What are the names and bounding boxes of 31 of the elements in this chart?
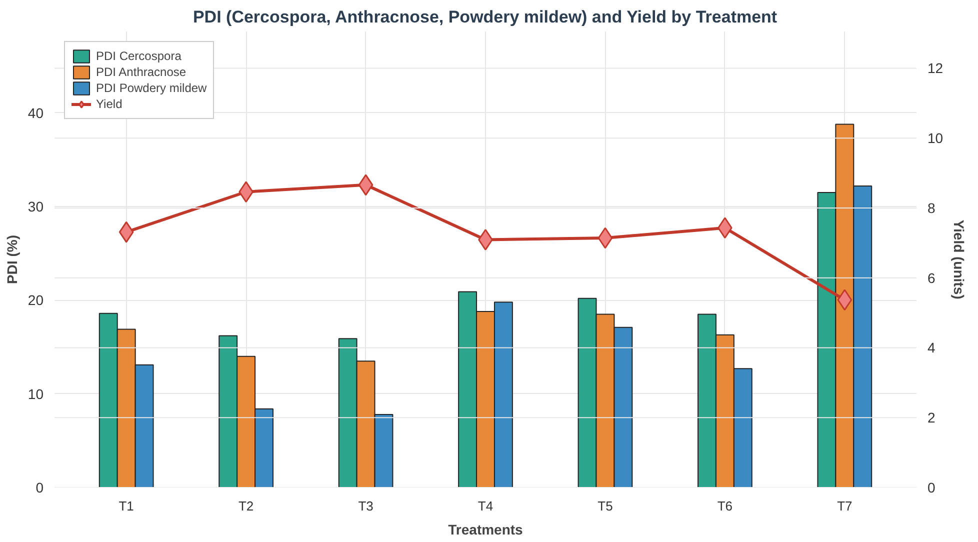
point: [837, 289, 852, 311]
y-tick-label: 30: [28, 198, 44, 215]
y-tick-label: 0: [36, 480, 44, 496]
y-tick-label: 40: [28, 104, 44, 121]
x-tick-label: T4: [478, 498, 494, 514]
y2-tick-label: 4: [928, 340, 936, 356]
y-tick-label: 20: [28, 292, 44, 308]
legend-label: PDI Powdery mildew: [96, 80, 207, 96]
x-tick-label: T2: [238, 498, 254, 514]
x-tick-label: T1: [118, 498, 134, 514]
y2-axis-title: Yield (units): [951, 220, 968, 300]
y2-tick-label: 2: [928, 410, 936, 426]
point: [358, 174, 374, 196]
x-tick-label: T3: [358, 498, 374, 514]
y2-tick-label: 0: [928, 480, 936, 496]
x-tick-label: T6: [717, 498, 733, 514]
legend-label: Yield: [96, 96, 122, 112]
y2-tick-label: 12: [928, 60, 944, 76]
x-axis-title: Treatments: [448, 522, 524, 538]
chart-title: PDI (Cercospora, Anthracnose, Powdery mildew) and Yield by Treatment: [192, 8, 778, 26]
y2-tick-label: 6: [928, 270, 936, 286]
legend-label: PDI Anthracnose: [96, 64, 186, 80]
y2-tick-label: 8: [928, 200, 936, 216]
y-axis-title: PDI (%): [4, 235, 20, 284]
point: [598, 227, 613, 249]
point: [118, 221, 134, 243]
y-tick-label: 10: [28, 386, 44, 402]
x-tick-label: T5: [598, 498, 613, 514]
y2-tick-label: 10: [928, 130, 944, 146]
legend-label: PDI Cercospora: [96, 48, 182, 64]
x-tick-label: T7: [837, 498, 852, 514]
